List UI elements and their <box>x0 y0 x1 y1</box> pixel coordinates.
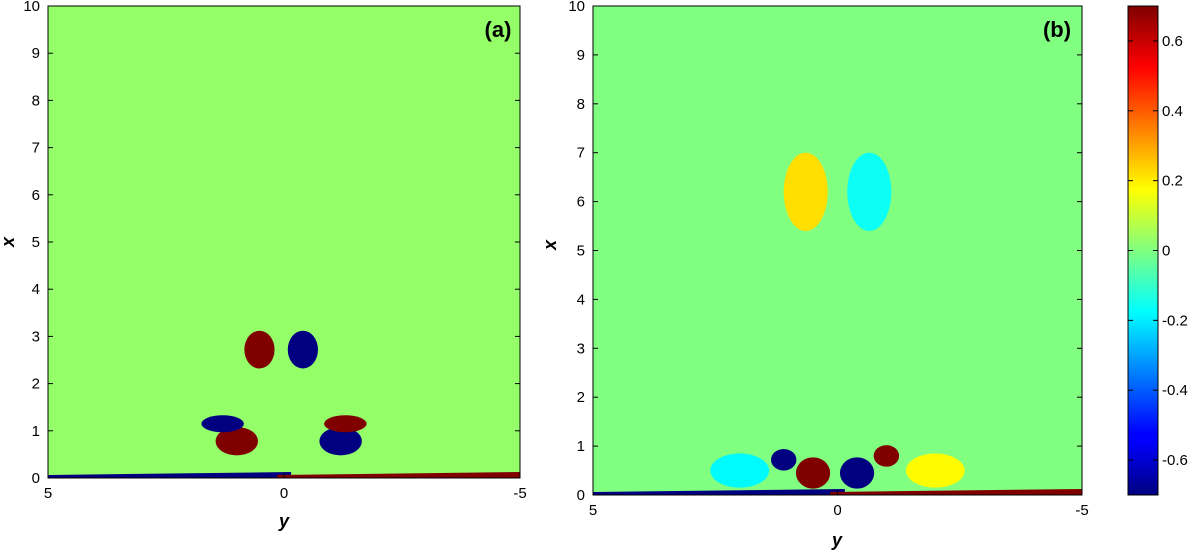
heatmap-b-panel-label: (b) <box>1043 17 1071 42</box>
heatmap-b-vortex <box>795 457 831 489</box>
heatmap-a-y-tick-label: 4 <box>32 281 40 298</box>
heatmap-b-y-ticks: 0 1 2 3 4 5 6 7 8 9 10 <box>568 0 1082 504</box>
heatmap-a-boundary-layer <box>48 472 292 478</box>
heatmap-b-vortex <box>839 457 875 489</box>
heatmap-b-plot-area <box>593 6 1082 495</box>
heatmap-a-y-tick-label: 8 <box>32 92 40 109</box>
heatmap-a-x-tick-label: 5 <box>44 485 52 502</box>
heatmap-a-features <box>48 330 520 478</box>
heatmap-a-background <box>48 6 520 478</box>
colorbar-tick-label: -0.6 <box>1162 452 1188 469</box>
heatmap-a-x-tick-label: -5 <box>513 485 526 502</box>
heatmap-b-y-tick-label: 3 <box>577 340 585 357</box>
heatmap-a-vortex <box>201 415 244 433</box>
heatmap-b-y-tick-label: 1 <box>577 438 585 455</box>
heatmap-b-boundary-layer <box>830 489 1082 495</box>
heatmap-b-y-tick-label: 9 <box>577 47 585 64</box>
heatmap-b-x-tick-label: -5 <box>1075 502 1088 519</box>
heatmap-b-x-tick-label: 0 <box>833 502 841 519</box>
heatmap-b-vortex <box>905 453 965 488</box>
heatmap-a-y-tick-label: 5 <box>32 234 40 251</box>
heatmap-a-x-tick-label: 0 <box>280 485 288 502</box>
heatmap-b-boundary-layer <box>593 489 845 495</box>
heatmap-a-y-tick-label: 3 <box>32 328 40 345</box>
heatmap-b-y-tick-label: 8 <box>577 96 585 113</box>
heatmap-a-y-tick-label: 6 <box>32 187 40 204</box>
colorbar: 0.6 0.4 0.2 0 -0.2 -0.4 -0.6 <box>1127 5 1188 496</box>
heatmap-a-x-ticks: 5 0 -5 <box>44 473 527 502</box>
heatmap-a-ylabel: x <box>0 236 18 248</box>
heatmap-a-vortex <box>324 415 367 433</box>
heatmap-b-features <box>593 152 1082 495</box>
heatmap-b-vortex <box>770 449 797 471</box>
heatmap-a-y-tick-label: 7 <box>32 140 40 157</box>
colorbar-tick-label: 0 <box>1162 243 1170 260</box>
heatmap-a-boundary-layer <box>276 472 520 478</box>
heatmap-b-y-tick-label: 10 <box>568 0 585 15</box>
heatmap-b-ylabel: x <box>540 239 560 251</box>
heatmap-a-vortex <box>244 330 275 369</box>
heatmap-a-vortex <box>319 427 362 456</box>
heatmap-b-y-tick-label: 5 <box>577 243 585 260</box>
colorbar-tick-label: 0.4 <box>1162 103 1183 120</box>
heatmap-a-y-tick-label: 1 <box>32 423 40 440</box>
heatmap-a-vortex <box>287 330 318 369</box>
heatmap-b-x-tick-label: 5 <box>589 502 597 519</box>
heatmap-a-y-tick-label: 2 <box>32 376 40 393</box>
heatmap-b-vortex <box>710 453 770 488</box>
heatmap-b-vortex <box>847 152 892 231</box>
heatmap-b-background <box>593 6 1082 495</box>
colorbar-tick-label: -0.4 <box>1162 382 1188 399</box>
heatmap-b-y-tick-label: 6 <box>577 194 585 211</box>
colorbar-tick-label: -0.2 <box>1162 312 1188 329</box>
colorbar-ticks: 0.6 0.4 0.2 0 -0.2 -0.4 -0.6 <box>1128 33 1188 469</box>
colorbar-tick-label: 0.2 <box>1162 173 1183 190</box>
heatmap-a-plot-area <box>48 6 520 478</box>
heatmap-b-y-tick-label: 2 <box>577 389 585 406</box>
heatmap-a-vortex <box>215 427 259 456</box>
heatmap-a-y-tick-label: 10 <box>23 0 40 15</box>
heatmap-a-panel-label: (a) <box>485 17 512 42</box>
heatmap-b-vortex <box>783 152 828 231</box>
heatmap-b-y-tick-label: 0 <box>577 487 585 504</box>
heatmap-b-x-ticks: 5 0 -5 <box>589 490 1089 519</box>
heatmap-b-y-tick-label: 7 <box>577 145 585 162</box>
heatmap-b-xlabel: y <box>831 530 843 550</box>
colorbar-tick-label: 0.6 <box>1162 33 1183 50</box>
heatmap-a-y-tick-label: 9 <box>32 45 40 62</box>
heatmap-b-vortex <box>873 445 900 467</box>
heatmap-a-y-tick-label: 0 <box>32 470 40 487</box>
heatmap-b-y-tick-label: 4 <box>577 291 585 308</box>
heatmap-a-xlabel: y <box>278 511 290 531</box>
heatmap-a-y-ticks: 0 1 2 3 4 5 6 7 8 9 10 <box>23 0 520 487</box>
